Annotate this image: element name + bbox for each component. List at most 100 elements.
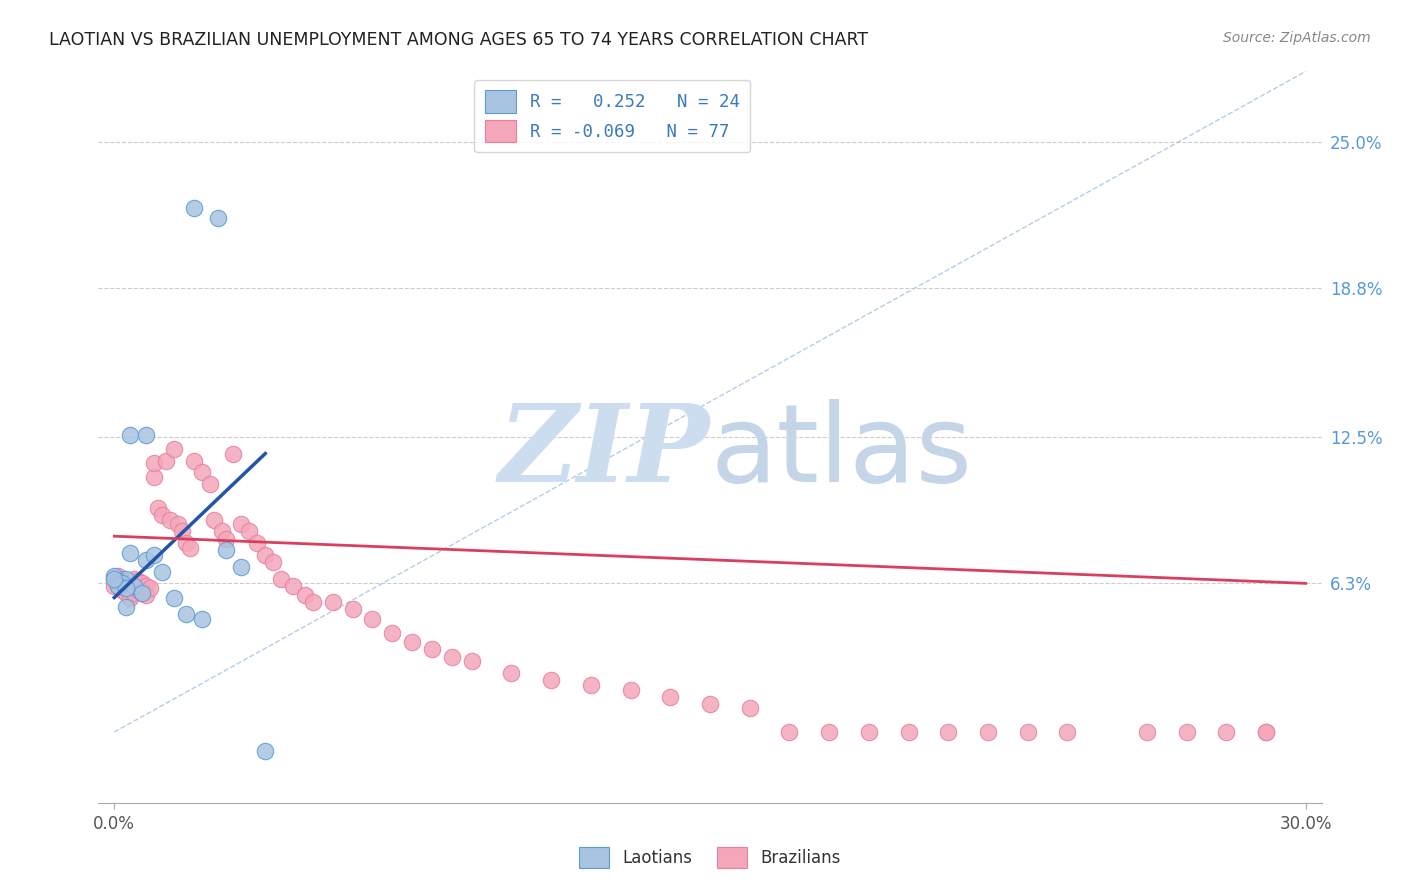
Point	[270, 572, 292, 586]
Point	[1017, 725, 1039, 739]
Point	[342, 602, 364, 616]
Point	[183, 453, 205, 467]
Point	[1254, 725, 1277, 739]
Point	[238, 524, 260, 539]
Point	[174, 607, 197, 621]
Point	[155, 453, 177, 467]
Point	[262, 555, 284, 569]
Point	[401, 635, 423, 649]
Point	[322, 595, 344, 609]
Point	[115, 572, 138, 586]
Text: LAOTIAN VS BRAZILIAN UNEMPLOYMENT AMONG AGES 65 TO 74 YEARS CORRELATION CHART: LAOTIAN VS BRAZILIAN UNEMPLOYMENT AMONG …	[49, 31, 869, 49]
Point	[122, 579, 145, 593]
Point	[115, 599, 138, 614]
Point	[143, 456, 166, 470]
Point	[159, 513, 181, 527]
Point	[246, 536, 269, 550]
Point	[381, 626, 404, 640]
Point	[150, 508, 173, 522]
Point	[150, 565, 173, 579]
Point	[936, 725, 959, 739]
Point	[127, 583, 149, 598]
Point	[778, 725, 800, 739]
Point	[111, 576, 134, 591]
Point	[135, 579, 157, 593]
Point	[103, 569, 125, 583]
Point	[131, 586, 153, 600]
Legend: Laotians, Brazilians: Laotians, Brazilians	[572, 840, 848, 875]
Point	[103, 579, 125, 593]
Point	[163, 591, 186, 605]
Point	[461, 654, 484, 668]
Point	[111, 572, 134, 586]
Point	[198, 477, 221, 491]
Point	[131, 586, 153, 600]
Point	[103, 572, 125, 586]
Point	[120, 427, 142, 442]
Point	[214, 532, 236, 546]
Point	[143, 470, 166, 484]
Point	[135, 588, 157, 602]
Point	[1254, 725, 1277, 739]
Point	[107, 574, 129, 588]
Text: ZIP: ZIP	[499, 399, 710, 505]
Point	[163, 442, 186, 456]
Point	[294, 588, 316, 602]
Point	[579, 678, 602, 692]
Point	[103, 572, 125, 586]
Point	[361, 612, 384, 626]
Point	[107, 569, 129, 583]
Point	[107, 576, 129, 591]
Point	[190, 466, 212, 480]
Point	[120, 583, 142, 598]
Point	[143, 548, 166, 562]
Point	[1215, 725, 1237, 739]
Point	[818, 725, 841, 739]
Point	[1175, 725, 1198, 739]
Text: Source: ZipAtlas.com: Source: ZipAtlas.com	[1223, 31, 1371, 45]
Point	[231, 559, 253, 574]
Point	[139, 581, 162, 595]
Point	[170, 524, 193, 539]
Point	[254, 744, 277, 758]
Point	[659, 690, 682, 704]
Point	[190, 612, 212, 626]
Point	[146, 500, 169, 515]
Point	[122, 586, 145, 600]
Point	[1056, 725, 1078, 739]
Point	[420, 642, 443, 657]
Point	[1136, 725, 1159, 739]
Point	[135, 427, 157, 442]
Point	[254, 548, 277, 562]
Point	[977, 725, 1000, 739]
Point	[115, 581, 138, 595]
Point	[540, 673, 562, 687]
Point	[115, 586, 138, 600]
Point	[127, 574, 149, 588]
Point	[699, 697, 721, 711]
Point	[738, 701, 761, 715]
Point	[174, 536, 197, 550]
Point	[120, 546, 142, 560]
Point	[107, 579, 129, 593]
Point	[214, 543, 236, 558]
Point	[120, 591, 142, 605]
Point	[115, 581, 138, 595]
Point	[179, 541, 201, 555]
Point	[183, 201, 205, 215]
Point	[120, 576, 142, 591]
Point	[131, 576, 153, 591]
Point	[115, 574, 138, 588]
Point	[222, 447, 245, 461]
Point	[858, 725, 880, 739]
Point	[135, 553, 157, 567]
Text: atlas: atlas	[710, 399, 972, 505]
Point	[122, 572, 145, 586]
Point	[207, 211, 229, 225]
Point	[897, 725, 920, 739]
Point	[440, 649, 463, 664]
Point	[501, 666, 523, 681]
Point	[211, 524, 233, 539]
Point	[231, 517, 253, 532]
Point	[281, 579, 304, 593]
